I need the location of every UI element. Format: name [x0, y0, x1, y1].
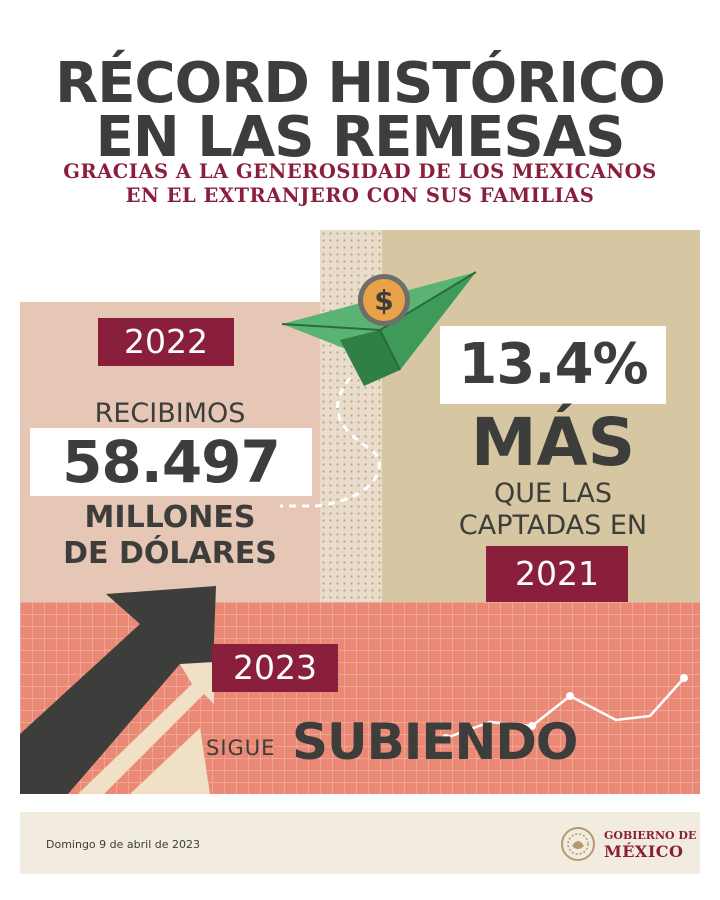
rising-big-label: SUBIENDO	[292, 713, 578, 771]
rising-small-label: SIGUE	[206, 736, 276, 760]
government-seal-icon	[561, 827, 595, 861]
amount-value: 58.497	[30, 428, 312, 496]
title-line-1: RÉCORD HISTÓRICO	[55, 51, 666, 116]
government-line-1: GOBIERNO DE	[604, 829, 697, 842]
title-line-2: EN LAS REMESAS	[95, 105, 626, 170]
year-2021-badge: 2021	[486, 546, 628, 602]
footer-date: Domingo 9 de abril de 2023	[46, 838, 200, 851]
government-line-2: MÉXICO	[604, 842, 684, 861]
compare-line-1: QUE LAS	[494, 478, 612, 509]
percent-value: 13.4%	[440, 326, 666, 404]
more-label: MÁS	[470, 404, 636, 481]
growth-line-icon	[442, 674, 688, 742]
unit-line-1: MILLONES	[84, 500, 256, 535]
rising-arrows-icon	[20, 586, 216, 794]
year-2022-badge: 2022	[98, 318, 234, 366]
dollar-coin-icon: $	[358, 274, 410, 326]
subtitle-line-2: EN EL EXTRANJERO CON SUS FAMILIAS	[125, 184, 595, 207]
received-label: RECIBIMOS	[94, 398, 246, 429]
footer-bar	[20, 812, 700, 874]
subtitle-line-1: GRACIAS A LA GENEROSIDAD DE LOS MEXICANO…	[63, 160, 657, 183]
compare-line-2: CAPTADAS EN	[458, 510, 648, 541]
svg-text:$: $	[374, 284, 393, 317]
year-2023-badge: 2023	[212, 644, 338, 692]
dashed-path-icon	[280, 377, 381, 508]
unit-line-2: DE DÓLARES	[63, 536, 277, 571]
